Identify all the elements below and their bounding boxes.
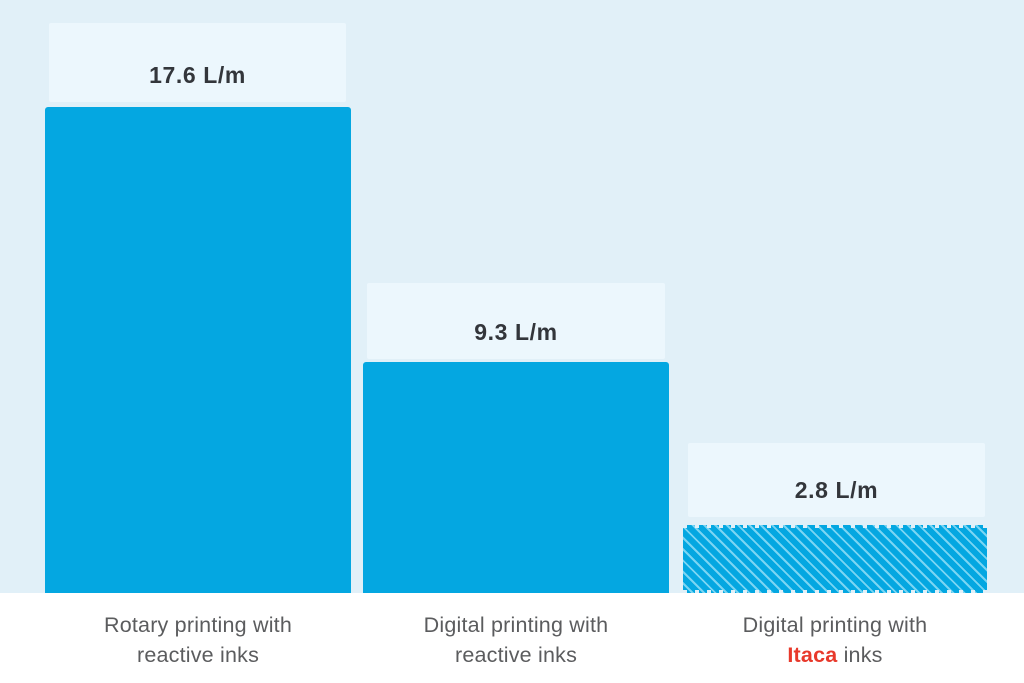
category-label-line1: Digital printing with: [742, 613, 928, 637]
value-label-rotary: 17.6 L/m: [149, 62, 246, 88]
category-label-rotary: Rotary printing with reactive inks: [28, 610, 368, 670]
value-label-digital-reactive: 9.3 L/m: [474, 319, 558, 345]
bar-digital-reactive: [363, 362, 669, 593]
category-label-emphasis: Itaca: [787, 643, 838, 667]
bar-rotary-reactive: [45, 107, 351, 593]
value-badge-digital-reactive: 9.3 L/m: [367, 283, 665, 359]
category-label-line1: Digital printing with: [423, 613, 609, 637]
category-labels-area: Rotary printing with reactive inks Digit…: [0, 593, 1024, 683]
category-label-digital-itaca: Digital printing with Itaca inks: [665, 610, 1005, 670]
category-label-digital-reactive: Digital printing with reactive inks: [346, 610, 686, 670]
category-label-line2: inks: [837, 643, 883, 667]
value-badge-rotary: 17.6 L/m: [49, 23, 346, 102]
bar-digital-itaca-hatched: [683, 525, 987, 593]
value-label-digital-itaca: 2.8 L/m: [794, 477, 879, 503]
value-badge-digital-itaca: 2.8 L/m: [688, 443, 985, 517]
chart-plot-area: 17.6 L/m 9.3 L/m 2.8 L/m: [0, 0, 1024, 593]
category-label-line2: reactive inks: [454, 643, 578, 667]
category-label-line1: Rotary printing with: [103, 613, 293, 637]
category-label-line2: reactive inks: [136, 643, 260, 667]
